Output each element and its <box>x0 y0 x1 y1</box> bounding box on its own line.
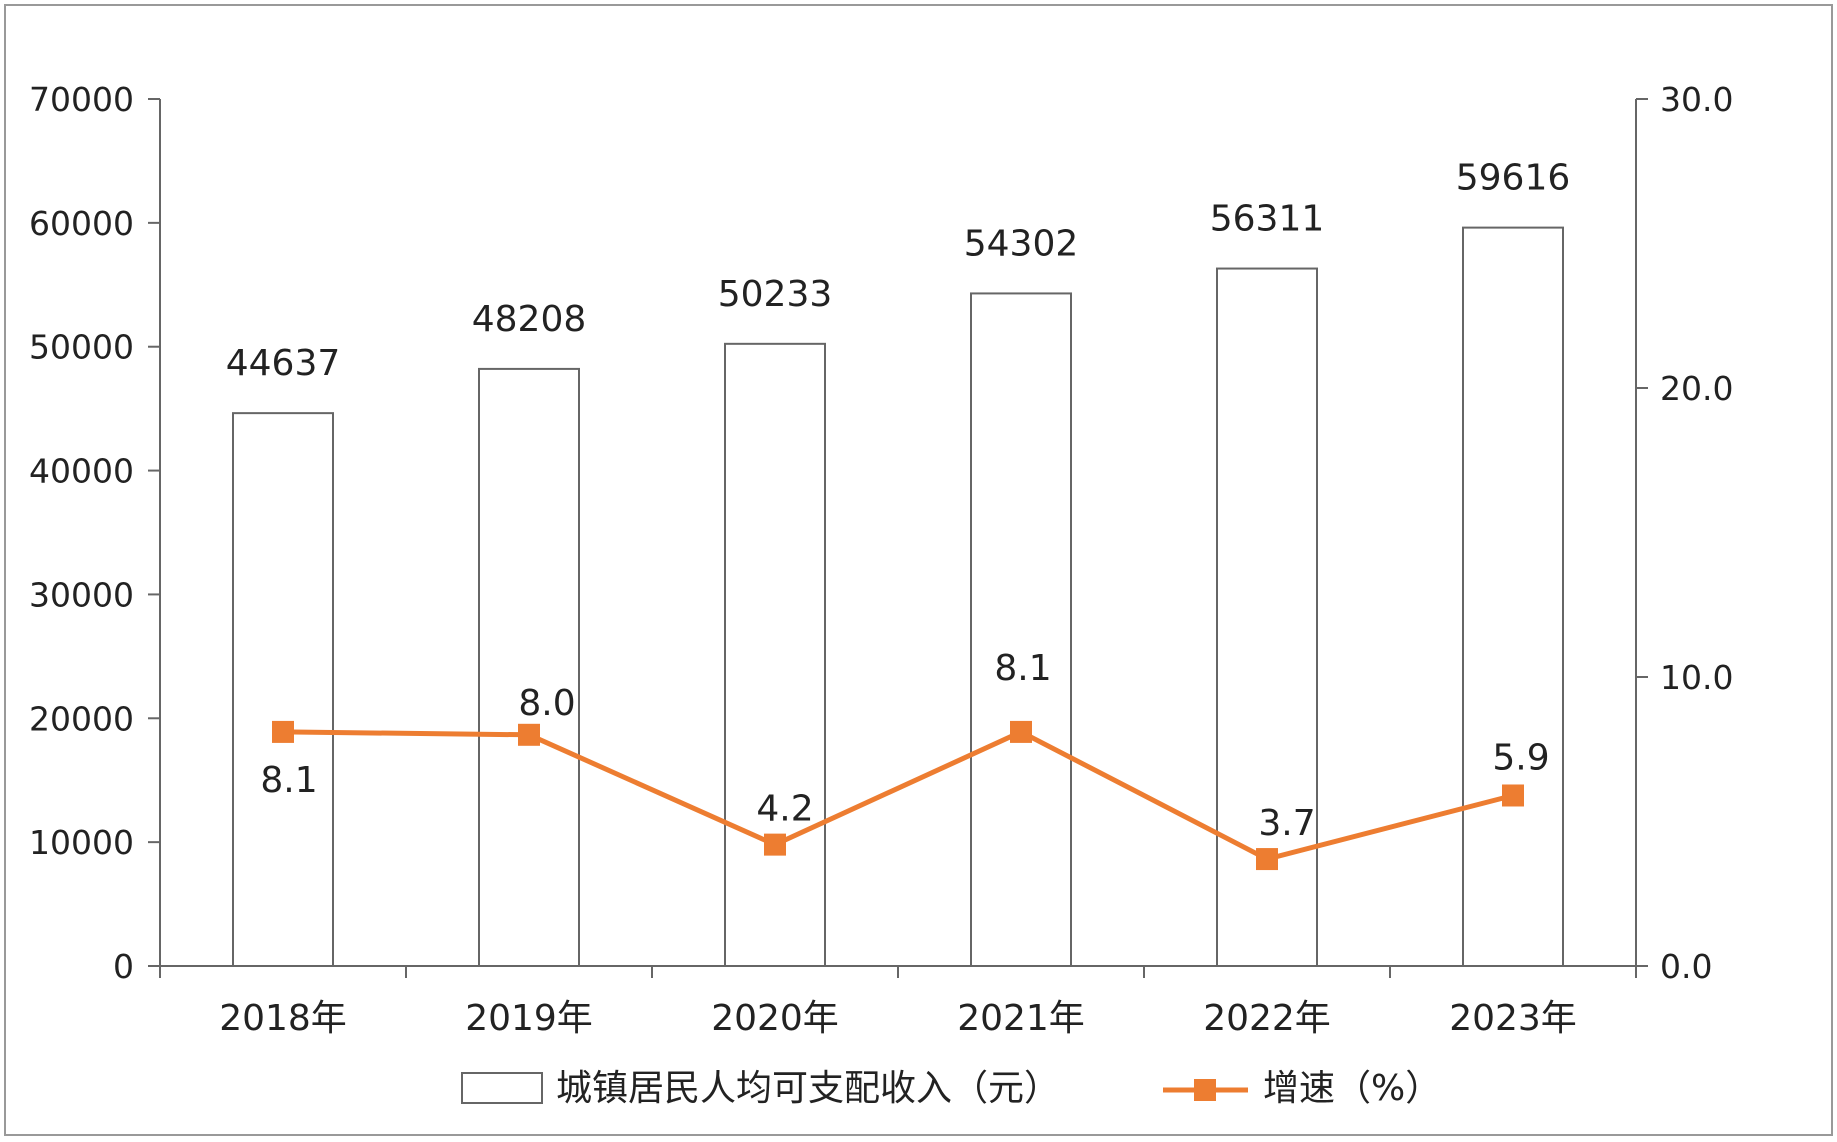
y-left-tick-label: 40000 <box>29 452 134 491</box>
growth-data-label: 5.9 <box>1492 737 1549 778</box>
x-tick-label: 2019年 <box>465 998 593 1039</box>
x-tick-label: 2022年 <box>1203 998 1331 1039</box>
bar-data-label: 56311 <box>1210 199 1325 240</box>
legend-bar-label: 城镇居民人均可支配收入（元） <box>556 1068 1060 1109</box>
growth-data-label: 8.1 <box>994 648 1051 689</box>
growth-point <box>1502 784 1524 807</box>
y-right-tick-label: 30.0 <box>1660 80 1733 119</box>
bar <box>970 292 1072 967</box>
y-left-tick-label: 10000 <box>29 823 134 862</box>
growth-data-label: 8.0 <box>518 683 575 724</box>
legend-bar-swatch <box>461 1072 543 1104</box>
bar <box>478 367 580 967</box>
bar <box>232 412 334 968</box>
growth-point <box>764 833 786 856</box>
y-left-tick-label: 20000 <box>29 699 134 738</box>
x-tick-label: 2018年 <box>219 998 347 1039</box>
chart-frame-border <box>4 4 1833 1136</box>
growth-point <box>1010 720 1032 743</box>
y-right-tick-label: 20.0 <box>1660 369 1733 408</box>
legend-line-label: 增速（%） <box>1263 1068 1441 1109</box>
growth-line <box>282 729 1514 862</box>
bar-data-label: 44637 <box>226 343 341 384</box>
y-left-tick-label: 30000 <box>29 575 134 614</box>
growth-data-label: 8.1 <box>260 760 317 801</box>
y-left-tick-label: 0 <box>113 947 134 986</box>
x-tick-label: 2020年 <box>711 998 839 1039</box>
y-left-tick-label: 50000 <box>29 328 134 367</box>
bar-data-label: 50233 <box>718 274 833 315</box>
growth-point <box>1256 848 1278 871</box>
x-tick-label: 2023年 <box>1449 998 1577 1039</box>
growth-point <box>272 720 294 743</box>
y-left-tick-label: 70000 <box>29 80 134 119</box>
growth-data-label: 4.2 <box>756 789 813 830</box>
legend-line-marker <box>1194 1079 1216 1101</box>
bar-data-label: 54302 <box>964 223 1079 264</box>
growth-data-label: 3.7 <box>1258 803 1315 844</box>
y-right-tick-label: 10.0 <box>1660 658 1733 697</box>
y-right-tick-label: 0.0 <box>1660 947 1712 986</box>
x-tick-label: 2021年 <box>957 998 1085 1039</box>
bar <box>724 342 826 967</box>
bar-data-label: 48208 <box>472 299 587 340</box>
y-left-tick-label: 60000 <box>29 204 134 243</box>
growth-point <box>518 723 540 746</box>
bar-data-label: 59616 <box>1456 158 1571 199</box>
bar <box>1462 226 1564 967</box>
